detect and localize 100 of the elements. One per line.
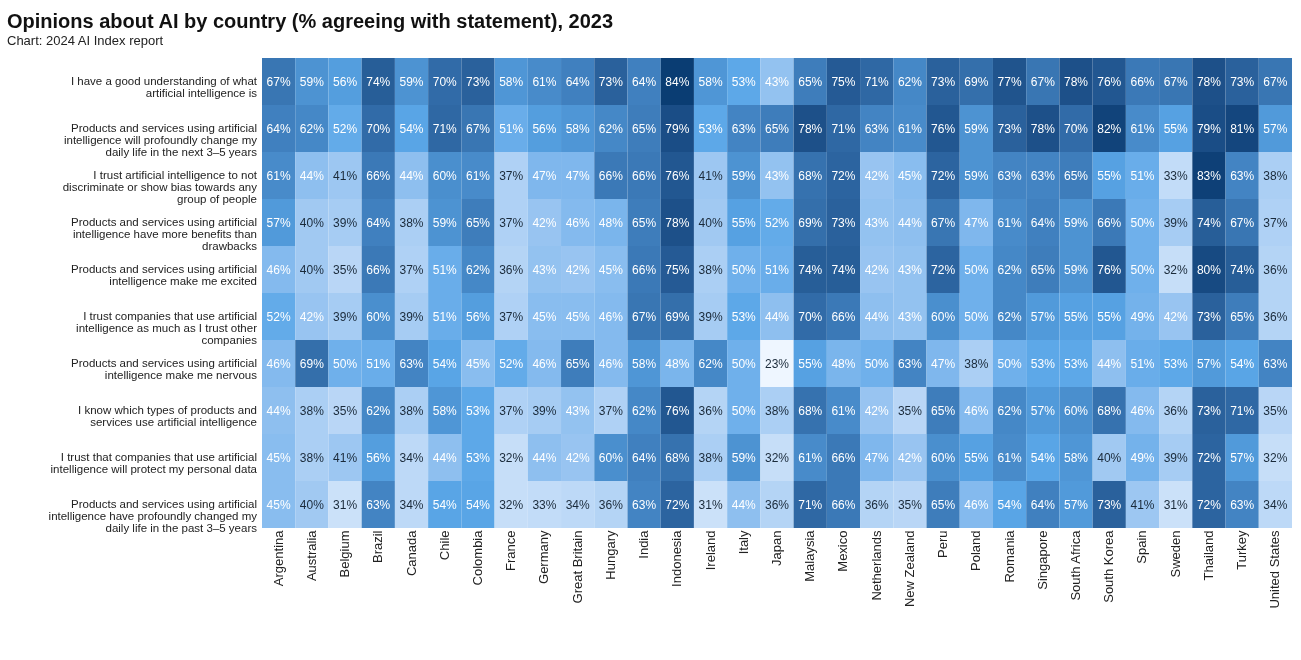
data-label: 51% [366, 356, 391, 371]
data-label: 73% [1196, 309, 1222, 324]
data-label: 65% [565, 356, 590, 371]
data-label: 55% [798, 356, 823, 371]
data-label: 37% [499, 168, 524, 183]
data-label: 44% [432, 450, 458, 465]
data-label: 49% [1130, 450, 1155, 465]
data-label: 46% [532, 356, 557, 371]
data-label: 39% [532, 403, 557, 418]
data-label: 45% [598, 262, 624, 277]
data-label: 68% [798, 403, 823, 418]
data-label: 57% [1064, 497, 1089, 512]
data-label: 65% [632, 121, 657, 136]
data-label: 66% [831, 309, 856, 324]
data-label: 48% [831, 356, 856, 371]
data-label: 37% [598, 403, 624, 418]
data-label: 35% [333, 403, 358, 418]
x-tick-label: Turkey [1234, 530, 1250, 570]
data-label: 37% [399, 262, 424, 277]
data-label: 64% [366, 215, 391, 230]
data-label: 38% [299, 403, 325, 418]
data-label: 44% [266, 403, 291, 418]
data-label: 43% [764, 168, 790, 183]
data-label: 44% [897, 215, 923, 230]
data-label: 50% [964, 262, 989, 277]
data-label: 72% [931, 262, 956, 277]
data-label: 84% [665, 74, 690, 89]
data-label: 44% [399, 168, 424, 183]
data-label: 43% [897, 262, 923, 277]
data-label: 65% [465, 215, 491, 230]
data-label: 54% [432, 356, 458, 371]
data-label: 63% [1230, 497, 1255, 512]
data-label: 62% [632, 403, 657, 418]
data-label: 64% [1030, 497, 1056, 512]
data-label: 76% [665, 168, 690, 183]
data-label: 50% [1130, 215, 1155, 230]
data-label: 46% [565, 215, 590, 230]
y-tick-label: Products and services using artificial intelligence make me excited [71, 262, 257, 287]
data-label: 62% [997, 309, 1022, 324]
data-label: 45% [565, 309, 590, 324]
data-label: 65% [931, 497, 956, 512]
data-label: 78% [665, 215, 690, 230]
data-label: 36% [764, 497, 790, 512]
x-tick-label: Chile [436, 530, 452, 561]
data-label: 53% [465, 450, 491, 465]
x-tick-label: South Korea [1101, 529, 1117, 603]
data-label: 76% [931, 121, 956, 136]
data-label: 32% [1263, 450, 1288, 465]
data-label: 76% [1097, 262, 1122, 277]
data-label: 61% [465, 168, 491, 183]
data-label: 59% [1064, 215, 1089, 230]
data-label: 63% [997, 168, 1022, 183]
data-label: 39% [333, 215, 358, 230]
x-tick-label: Italy [735, 530, 751, 555]
data-label: 43% [864, 215, 890, 230]
data-label: 63% [1230, 168, 1255, 183]
data-label: 62% [997, 262, 1022, 277]
x-tick-label: United States [1267, 530, 1283, 609]
data-label: 44% [764, 309, 790, 324]
data-label: 46% [1130, 403, 1155, 418]
data-label: 45% [266, 497, 291, 512]
data-label: 73% [1196, 403, 1222, 418]
data-label: 72% [931, 168, 956, 183]
data-label: 54% [399, 121, 424, 136]
data-label: 44% [299, 168, 325, 183]
x-tick-label: Australia [303, 529, 319, 582]
data-label: 65% [931, 403, 956, 418]
data-label: 42% [864, 403, 890, 418]
data-label: 74% [798, 262, 823, 277]
data-label: 58% [499, 74, 524, 89]
data-label: 39% [698, 309, 723, 324]
data-label: 34% [1263, 497, 1288, 512]
data-label: 61% [1130, 121, 1155, 136]
data-label: 36% [1263, 309, 1288, 324]
data-label: 68% [798, 168, 823, 183]
data-label: 35% [897, 497, 923, 512]
data-label: 44% [731, 497, 757, 512]
data-label: 36% [499, 262, 524, 277]
data-label: 41% [698, 168, 723, 183]
x-tick-label: France [503, 530, 519, 571]
x-tick-label: Argentina [270, 529, 286, 587]
data-label: 50% [731, 356, 757, 371]
data-label: 66% [1130, 74, 1155, 89]
data-label: 64% [632, 74, 657, 89]
data-label: 40% [698, 215, 723, 230]
y-tick-label: I trust artificial intelligence to not discriminate or show bias towards any group of people [62, 168, 258, 205]
data-label: 53% [698, 121, 723, 136]
data-label: 60% [366, 309, 391, 324]
y-tick-label: I know which types of products and services use artificial intelligence [78, 403, 257, 428]
data-label: 67% [1030, 74, 1056, 89]
data-label: 47% [532, 168, 557, 183]
data-label: 52% [764, 215, 790, 230]
data-label: 40% [299, 262, 325, 277]
data-label: 59% [731, 450, 757, 465]
data-label: 74% [1196, 215, 1222, 230]
data-label: 60% [432, 168, 458, 183]
data-label: 64% [632, 450, 657, 465]
data-label: 62% [997, 403, 1022, 418]
data-label: 60% [931, 309, 956, 324]
data-label: 72% [831, 168, 856, 183]
